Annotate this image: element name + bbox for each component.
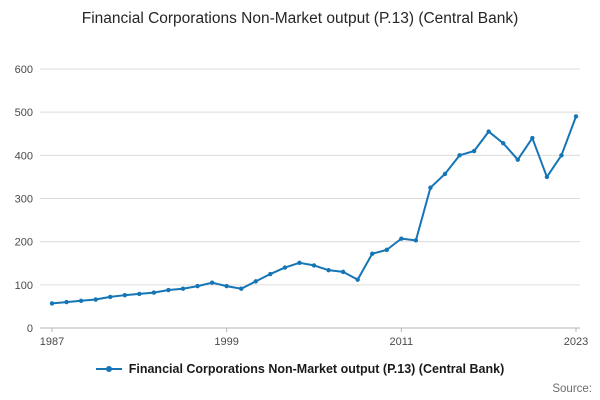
data-line[interactable] xyxy=(51,115,577,305)
data-point[interactable] xyxy=(151,290,157,295)
data-point[interactable] xyxy=(399,236,404,241)
legend[interactable]: Financial Corporations Non-Market output… xyxy=(0,362,600,376)
y-tick-label: 600 xyxy=(15,64,33,76)
y-tick-label: 400 xyxy=(15,150,33,162)
data-point[interactable] xyxy=(311,263,317,268)
chart-title: Financial Corporations Non-Market output… xyxy=(81,10,519,27)
line-chart: 0 100 200 300 400 500 600 1987 1999 2011 2023 xyxy=(15,64,589,348)
data-point[interactable] xyxy=(530,135,535,141)
legend-label: Financial Corporations Non-Market output… xyxy=(128,362,505,376)
data-point[interactable] xyxy=(224,283,229,289)
legend-line-icon xyxy=(95,366,122,372)
y-tick-label: 100 xyxy=(15,280,33,292)
x-tick-label: 1987 xyxy=(40,336,64,348)
data-point[interactable] xyxy=(180,286,186,291)
data-point[interactable] xyxy=(209,280,215,285)
y-tick-label: 0 xyxy=(27,323,33,335)
data-point[interactable] xyxy=(253,279,258,284)
data-point[interactable] xyxy=(413,238,419,243)
data-point[interactable] xyxy=(457,153,462,158)
data-point[interactable] xyxy=(326,267,331,273)
data-point[interactable] xyxy=(137,291,142,297)
data-point[interactable] xyxy=(501,141,506,146)
data-point[interactable] xyxy=(195,283,200,289)
data-point[interactable] xyxy=(573,114,579,119)
data-point[interactable] xyxy=(122,292,127,298)
data-point[interactable] xyxy=(282,265,288,270)
data-point[interactable] xyxy=(78,298,84,304)
source-label: Source: xyxy=(552,383,592,395)
data-point[interactable] xyxy=(559,153,564,158)
data-point[interactable] xyxy=(515,157,520,162)
data-point[interactable] xyxy=(239,286,244,291)
x-tick-label: 1999 xyxy=(214,336,238,348)
data-point[interactable] xyxy=(355,277,360,282)
data-point[interactable] xyxy=(297,260,302,266)
data-point[interactable] xyxy=(108,294,113,300)
x-tick-label: 2023 xyxy=(564,336,588,348)
data-point[interactable] xyxy=(428,185,433,190)
data-point[interactable] xyxy=(166,287,171,293)
data-point[interactable] xyxy=(486,129,491,134)
y-tick-label: 200 xyxy=(15,237,33,249)
x-tick-label: 2011 xyxy=(390,336,414,348)
y-tick-label: 500 xyxy=(15,107,33,119)
legend-icon-dot xyxy=(105,366,112,372)
data-point[interactable] xyxy=(384,247,389,253)
data-point[interactable] xyxy=(471,148,477,154)
data-point[interactable] xyxy=(64,299,69,305)
y-tick-label: 300 xyxy=(15,194,33,206)
data-point[interactable] xyxy=(442,171,448,177)
data-point[interactable] xyxy=(49,301,55,306)
data-point[interactable] xyxy=(268,271,273,277)
data-point[interactable] xyxy=(340,269,346,275)
data-point[interactable] xyxy=(370,251,375,256)
data-point[interactable] xyxy=(544,174,550,180)
data-point[interactable] xyxy=(93,297,98,302)
